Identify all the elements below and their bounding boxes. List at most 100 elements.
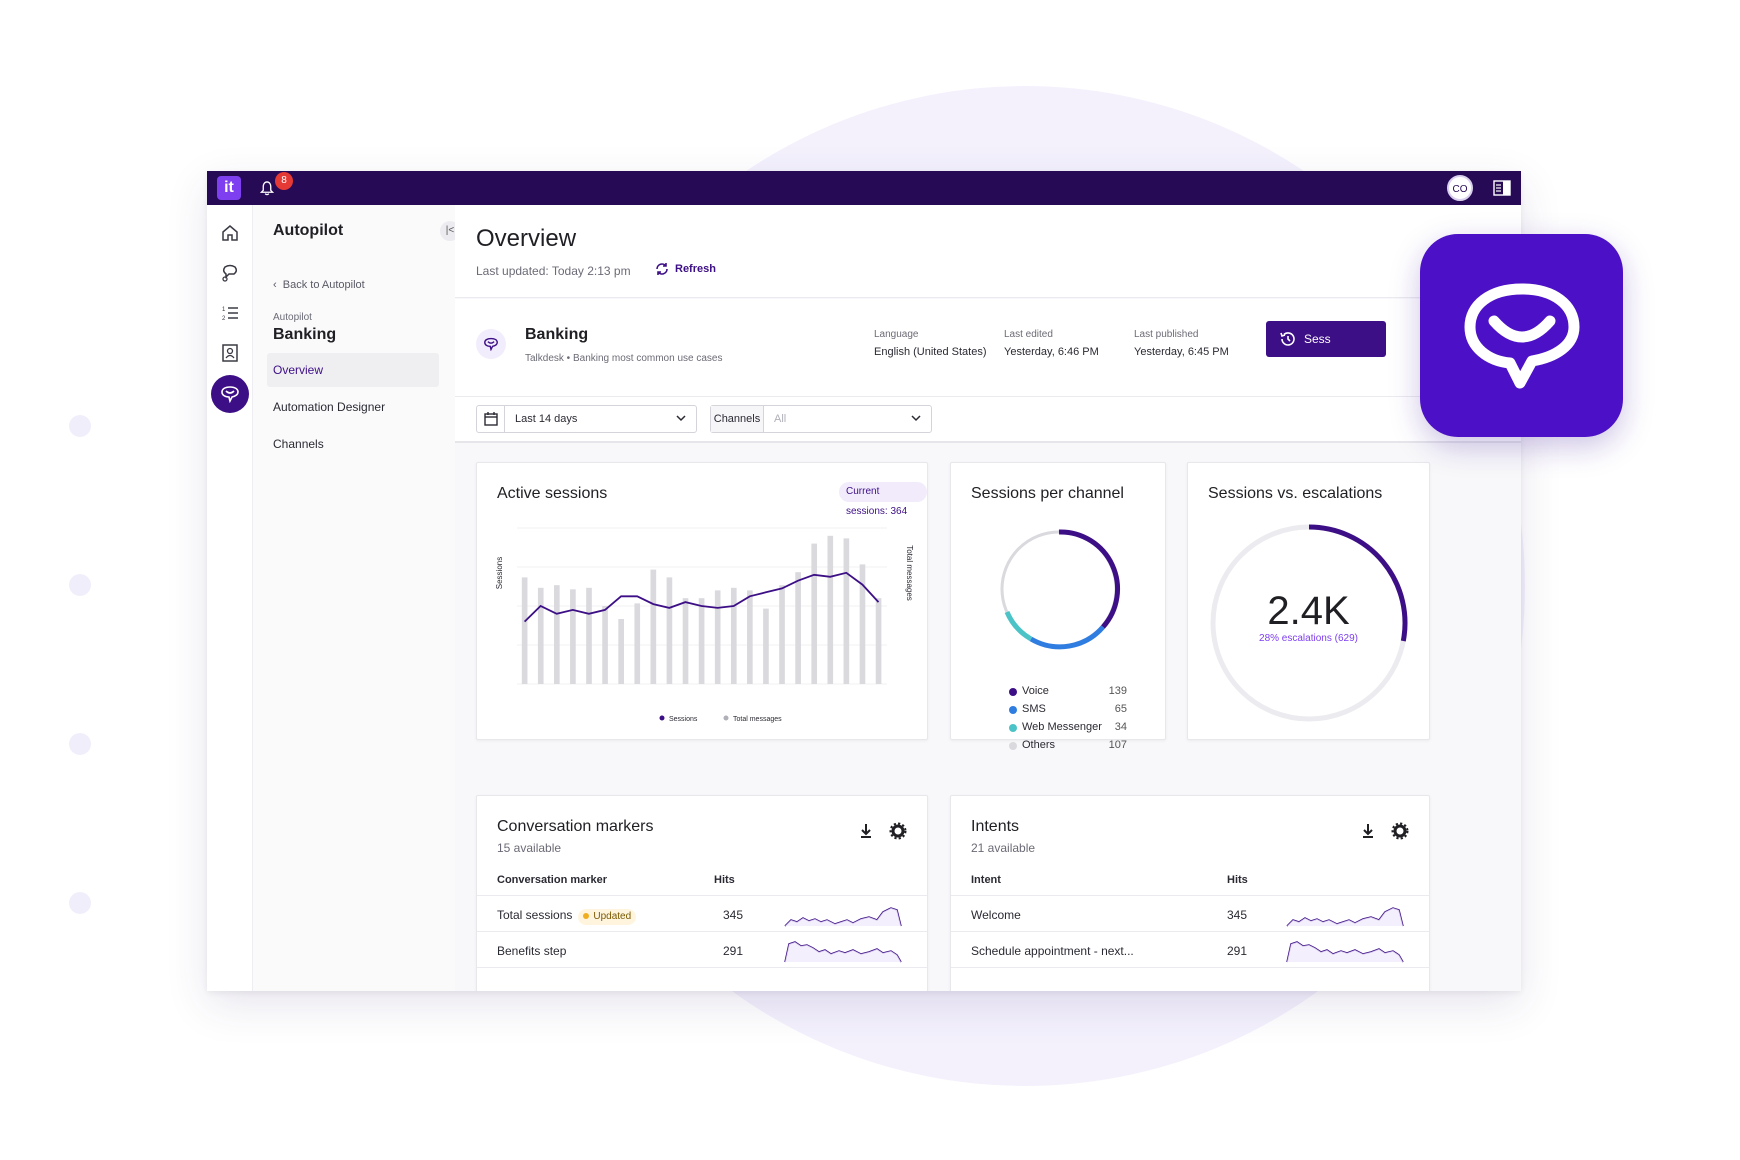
sessions-per-channel-title: Sessions per channel [971, 485, 1124, 502]
row-hits: 291 [1227, 944, 1248, 958]
active-sessions-title: Active sessions [497, 485, 608, 502]
refresh-icon [656, 263, 668, 275]
gear-icon[interactable] [1391, 822, 1409, 840]
bell-icon[interactable] [260, 181, 274, 196]
channels-value: All [774, 413, 787, 425]
total-messages-bar [843, 538, 850, 684]
date-range-value: Last 14 days [515, 413, 578, 425]
sessions-vs-escalations-card: Sessions vs. escalations 2.4K 28% escala… [1187, 462, 1430, 740]
bot-name: Banking [525, 326, 589, 343]
legend-value: 65 [1114, 703, 1127, 715]
nav-item-automation-designer[interactable]: Automation Designer [273, 400, 386, 414]
total-messages-bar [795, 572, 801, 684]
donut-segment-voice [1058, 529, 1121, 629]
sessions-button[interactable]: Sess [1266, 321, 1386, 357]
legend-dot [1009, 688, 1017, 696]
refresh-button[interactable]: Refresh [655, 262, 716, 276]
legend-item-others: Others 107 [1009, 738, 1127, 754]
last-edited-label: Last edited [1004, 329, 1053, 340]
escalations-gauge [1210, 524, 1408, 722]
column-header-marker: Conversation marker [497, 874, 608, 886]
language-label: Language [874, 329, 919, 340]
history-icon [1280, 332, 1295, 346]
home-icon[interactable] [218, 221, 242, 245]
back-link[interactable]: ‹ Back to Autopilot [273, 279, 365, 291]
download-icon[interactable] [1359, 822, 1377, 840]
download-icon[interactable] [857, 822, 875, 840]
legend-total-messages: Total messages [733, 716, 782, 723]
conversation-markers-title: Conversation markers [497, 818, 654, 835]
chevron-left-icon: ‹ [273, 279, 283, 291]
avatar[interactable]: CO [1447, 175, 1473, 201]
row-hits: 291 [723, 944, 744, 958]
conversation-markers-card: Conversation markers 15 available Conver… [476, 795, 928, 991]
y-axis-label-total-messages: Total messages [905, 545, 914, 601]
legend-value: 107 [1108, 739, 1127, 751]
language-value: English (United States) [874, 346, 987, 358]
channels-select[interactable]: Channels All [710, 405, 932, 433]
total-messages-bar [730, 587, 737, 684]
legend-item-web-messenger: Web Messenger 34 [1009, 720, 1127, 736]
gear-icon[interactable] [889, 822, 907, 840]
nav-item-channels[interactable]: Channels [273, 437, 324, 451]
last-edited-value: Yesterday, 6:46 PM [1004, 346, 1099, 358]
total-messages-bar [827, 535, 834, 684]
table-row[interactable]: Schedule appointment - next... 291 [951, 932, 1429, 968]
app-logo[interactable]: it [217, 176, 241, 200]
current-sessions-badge: Current sessions: 364 [839, 482, 927, 517]
legend-dot [1009, 742, 1017, 750]
autopilot-icon[interactable] [211, 375, 249, 413]
panel-toggle-icon[interactable] [1493, 180, 1511, 196]
legend-label: Voice [1022, 685, 1049, 697]
legend-item-voice: Voice 139 [1009, 684, 1127, 700]
row-intent-name: Schedule appointment - next... [971, 944, 1134, 958]
date-range-select[interactable]: Last 14 days [476, 405, 697, 433]
filters-bar: Last 14 days Channels All [455, 397, 1521, 443]
legend-sessions: Sessions [669, 716, 698, 723]
total-messages-bar [763, 608, 769, 684]
row-marker-name: Total sessions [497, 908, 573, 922]
total-messages-bar [811, 543, 818, 684]
table-row[interactable]: Total sessions Updated 345 [477, 896, 927, 932]
legend-label: SMS [1022, 703, 1046, 715]
top-bar: it 8 CO [207, 171, 1521, 205]
trend-sparkline [1286, 907, 1404, 927]
nav-title: Autopilot [273, 222, 344, 239]
contacts-icon[interactable] [218, 341, 242, 365]
page-title: Overview [476, 225, 577, 252]
chat-agent-icon[interactable] [218, 261, 242, 285]
column-header-hits: Hits [714, 874, 735, 886]
last-published-label: Last published [1134, 329, 1199, 340]
back-link-label: Back to Autopilot [282, 279, 365, 291]
row-hits: 345 [1227, 908, 1248, 922]
sessions-line [523, 571, 880, 623]
total-messages-bar [618, 619, 624, 684]
total-messages-bar [521, 577, 528, 684]
legend-label: Web Messenger [1022, 721, 1102, 733]
nav-item-overview[interactable]: Overview [267, 353, 439, 387]
column-header-intent: Intent [971, 874, 1001, 886]
autopilot-logo-icon [1464, 283, 1579, 388]
table-row[interactable]: Welcome 345 [951, 896, 1429, 932]
trend-sparkline [784, 941, 902, 963]
sessions-vs-escalations-title: Sessions vs. escalations [1208, 485, 1383, 502]
total-messages-bar [586, 587, 592, 684]
svg-text:2: 2 [222, 316, 226, 322]
nav-subtitle: Banking [273, 326, 337, 343]
bot-icon [476, 329, 506, 359]
total-messages-bar [875, 598, 882, 684]
legend-value: 139 [1108, 685, 1127, 697]
table-row[interactable]: Benefits step 291 [477, 932, 927, 968]
updated-badge: Updated [578, 909, 637, 925]
intents-card: Intents 21 available Intent Hits Welcome… [950, 795, 1430, 991]
sessions-button-label: Sess [1304, 332, 1331, 346]
total-messages-bar [859, 564, 866, 684]
table-header: Intent Hits [951, 868, 1429, 896]
bot-summary-card: Banking Talkdesk • Banking most common u… [455, 299, 1521, 397]
page-header: Overview Last updated: Today 2:13 pm Ref… [455, 205, 1521, 298]
total-messages-bar [554, 585, 560, 684]
active-sessions-card: Active sessions Current sessions: 364 Se… [476, 462, 928, 740]
notification-count-badge: 8 [275, 172, 293, 190]
